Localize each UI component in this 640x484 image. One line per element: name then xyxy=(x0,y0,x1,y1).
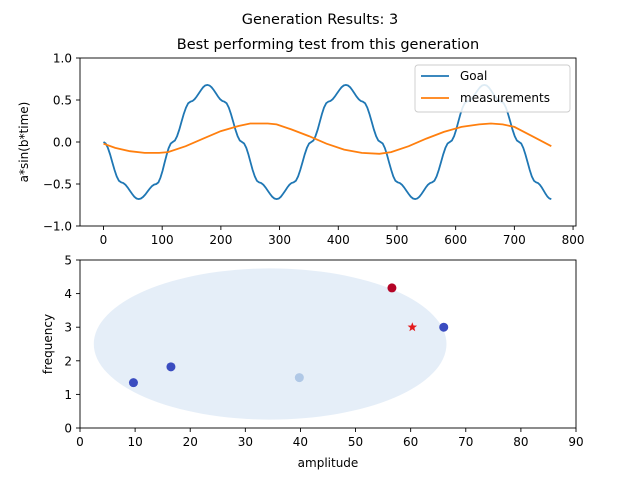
figure-suptitle: Generation Results: 3 xyxy=(242,12,399,28)
bottom-x-axis-label: amplitude xyxy=(298,456,359,470)
x-tick-label: 60 xyxy=(403,435,418,449)
legend-label-goal: Goal xyxy=(460,69,487,83)
x-tick-label: 0 xyxy=(100,233,108,247)
scatter-point xyxy=(387,283,397,293)
x-tick-label: 200 xyxy=(209,233,232,247)
bottom-y-axis-label: frequency xyxy=(41,314,55,374)
x-tick-label: 70 xyxy=(458,435,473,449)
y-tick-label: 2 xyxy=(64,354,72,368)
best-star-marker xyxy=(407,322,418,332)
scatter-points xyxy=(128,283,449,388)
top-y-axis-label: a*sin(b*time) xyxy=(17,102,31,183)
series-line-measurements xyxy=(103,122,552,155)
y-tick-label: 5 xyxy=(64,254,72,268)
scatter-chart: 0 10 20 30 40 50 60 70 80 90 0 1 2 3 4 5 amplitude fre… xyxy=(41,254,584,471)
legend: Goal measurements xyxy=(414,64,571,113)
scatter-point xyxy=(128,378,138,388)
x-tick-label: 100 xyxy=(151,233,174,247)
x-tick-label: 400 xyxy=(327,233,350,247)
y-tick-label: −0.5 xyxy=(43,178,72,192)
legend-box xyxy=(414,64,571,113)
bottom-axes-frame xyxy=(79,259,577,429)
y-tick-label: 1.0 xyxy=(53,52,72,66)
x-tick-label: 10 xyxy=(127,435,142,449)
x-tick-label: 300 xyxy=(268,233,291,247)
x-tick-label: 20 xyxy=(183,435,198,449)
x-tick-label: 50 xyxy=(348,435,363,449)
top-y-axis: −1.0 −0.5 0.0 0.5 1.0 xyxy=(43,52,80,234)
x-tick-label: 500 xyxy=(386,233,409,247)
y-tick-label: −1.0 xyxy=(43,220,72,234)
x-tick-label: 0 xyxy=(76,435,84,449)
y-tick-label: 4 xyxy=(64,287,72,301)
search-region-ellipse xyxy=(93,268,447,420)
y-tick-label: 1 xyxy=(64,388,72,402)
x-tick-label: 600 xyxy=(444,233,467,247)
legend-label-measurements: measurements xyxy=(460,91,550,105)
y-tick-label: 0 xyxy=(64,422,72,436)
scatter-point xyxy=(166,362,176,372)
x-tick-label: 40 xyxy=(293,435,308,449)
chart-title: Best performing test from this generatio… xyxy=(177,37,479,53)
bottom-y-axis: 0 1 2 3 4 5 xyxy=(64,254,80,436)
x-tick-label: 30 xyxy=(238,435,253,449)
x-tick-label: 700 xyxy=(503,233,526,247)
y-tick-label: 3 xyxy=(64,321,72,335)
y-tick-label: 0.5 xyxy=(53,94,72,108)
x-tick-label: 80 xyxy=(513,435,528,449)
x-tick-label: 800 xyxy=(562,233,585,247)
scatter-point xyxy=(294,373,304,383)
top-x-axis: 0 100 200 300 400 500 600 700 800 xyxy=(100,226,585,247)
scatter-point xyxy=(439,322,449,332)
x-tick-label: 90 xyxy=(568,435,583,449)
bottom-x-axis: 0 10 20 30 40 50 60 70 80 90 xyxy=(76,428,584,449)
y-tick-label: 0.0 xyxy=(53,136,72,150)
line-chart: 0 100 200 300 400 500 600 700 800 −1.0 −0.5 0.0 0.5… xyxy=(17,52,585,248)
